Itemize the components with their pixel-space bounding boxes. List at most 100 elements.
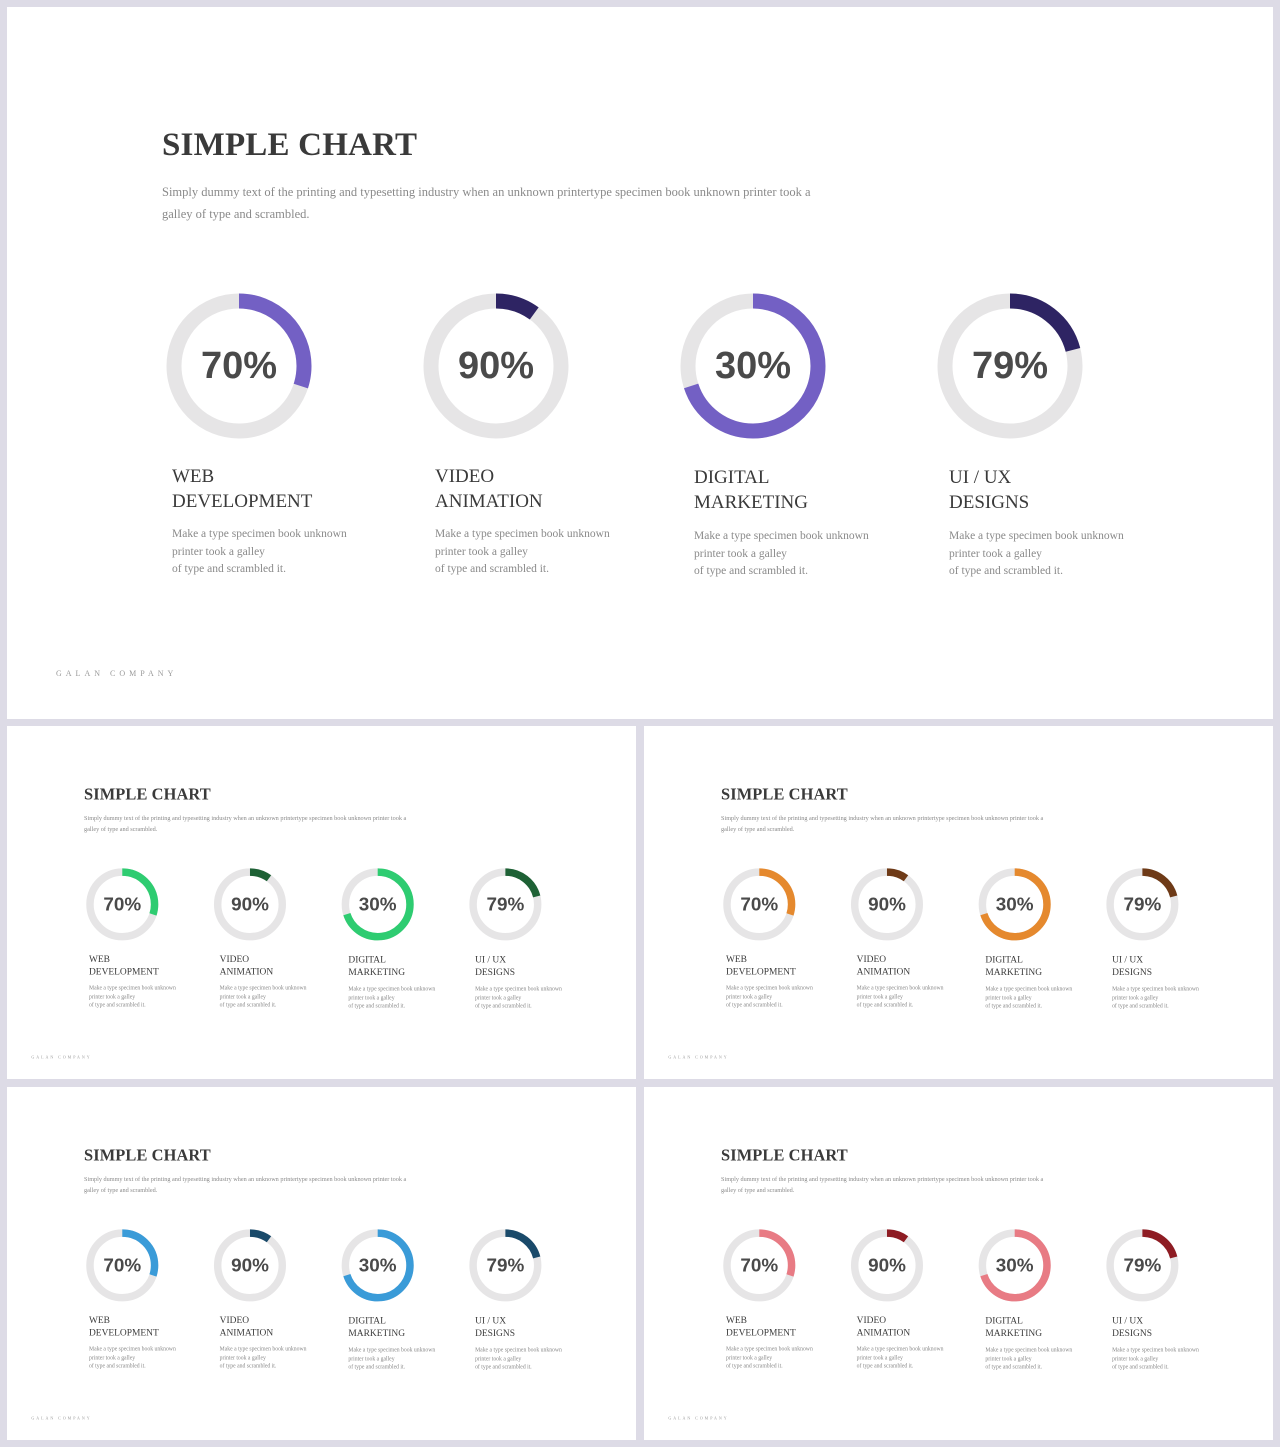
category-title: VIDEO ANIMATION <box>856 954 911 977</box>
slide-content: SIMPLE CHART Simply dummy text of the pri… <box>644 1087 1273 1440</box>
donut-arc <box>423 293 569 439</box>
subtitle: Simply dummy text of the printing and ty… <box>721 814 1044 833</box>
donut-svg <box>213 868 287 941</box>
category-description: Make a type specimen book unknown printe… <box>985 985 1073 1010</box>
category-description: Make a type specimen book unknown printe… <box>1112 1346 1199 1371</box>
donut-value-label: 90% <box>868 893 906 915</box>
donut-value-label: 79% <box>486 1254 525 1276</box>
donut-arc <box>469 1229 542 1302</box>
subtitle: Simply dummy text of the printing and ty… <box>162 185 811 221</box>
category-title: UI / UX DESIGNS <box>949 467 1030 513</box>
donut-svg <box>86 1229 159 1302</box>
donut-svg <box>937 293 1083 439</box>
page-title: SIMPLE CHART <box>721 1146 848 1165</box>
slide-content: SIMPLE CHART Simply dummy text of the pri… <box>7 726 636 1079</box>
category-description: Make a type specimen book unknown printe… <box>985 1346 1073 1371</box>
donut-value-label: 79% <box>486 893 525 915</box>
category-description: Make a type specimen book unknown printe… <box>219 984 307 1009</box>
donut-value-label: 79% <box>971 344 1049 387</box>
footer-brand: GALAN COMPANY <box>56 669 178 678</box>
donut-value-label: 30% <box>358 893 397 915</box>
donut-value-label: 90% <box>457 344 535 387</box>
donut-svg <box>86 868 159 941</box>
donut-value-label: 90% <box>231 1254 269 1276</box>
donut-chart: 30% <box>341 1229 415 1303</box>
donut-svg <box>1106 1229 1179 1302</box>
category-title: UI / UX DESIGNS <box>475 954 515 978</box>
page-title: SIMPLE CHART <box>84 1146 211 1165</box>
category-description: Make a type specimen book unknown printe… <box>88 984 176 1009</box>
donut-value-label: 70% <box>200 344 278 387</box>
category-description: Make a type specimen book unknown printe… <box>1112 985 1199 1010</box>
donut-svg <box>469 868 542 941</box>
donut-value-label: 30% <box>358 1254 397 1276</box>
category-title: WEB DEVELOPMENT <box>88 1315 159 1338</box>
donut-arc <box>850 1229 924 1302</box>
donut-value-label: 30% <box>995 1254 1034 1276</box>
donut-chart: 79% <box>469 1229 543 1303</box>
donut-svg <box>723 1229 796 1302</box>
category-title: VIDEO ANIMATION <box>435 466 543 512</box>
donut-value-label: 90% <box>231 893 269 915</box>
subtitle: Simply dummy text of the printing and ty… <box>84 1175 407 1194</box>
category-description: Make a type specimen book unknown printe… <box>219 1345 307 1370</box>
donut-svg <box>850 1229 924 1302</box>
category-description: Make a type specimen book unknown printe… <box>725 1345 813 1370</box>
donut-svg <box>166 293 312 439</box>
page-title: SIMPLE CHART <box>162 127 418 163</box>
donut-arc <box>213 868 287 941</box>
footer-brand: GALAN COMPANY <box>31 1415 92 1421</box>
donut-arc <box>850 868 924 941</box>
category-title: DIGITAL MARKETING <box>985 1315 1043 1339</box>
donut-arc <box>723 868 796 941</box>
donut-value-label: 70% <box>103 1254 142 1276</box>
donut-svg <box>978 868 1051 941</box>
donut-arc <box>341 1229 414 1302</box>
donut-value-label: 79% <box>1123 893 1162 915</box>
donut-chart: 30% <box>679 292 827 440</box>
category-description: Make a type specimen book unknown printe… <box>172 528 347 575</box>
category-description: Make a type specimen book unknown printe… <box>475 985 562 1010</box>
donut-svg <box>978 1229 1051 1302</box>
slide-green: SIMPLE CHART Simply dummy text of the pri… <box>7 726 636 1079</box>
donut-value-label: 70% <box>740 893 779 915</box>
category-title: WEB DEVELOPMENT <box>172 466 313 512</box>
donut-chart: 70% <box>86 1229 160 1303</box>
donut-svg <box>1106 868 1179 941</box>
donut-arc <box>937 293 1083 439</box>
donut-chart: 79% <box>1106 868 1180 942</box>
category-title: VIDEO ANIMATION <box>219 1315 274 1338</box>
donut-arc <box>723 1229 796 1302</box>
donut-arc <box>469 868 542 941</box>
category-description: Make a type specimen book unknown printe… <box>856 984 944 1009</box>
donut-value-label: 70% <box>103 893 142 915</box>
donut-svg <box>341 1229 414 1302</box>
donut-chart: 70% <box>86 868 160 942</box>
footer-brand: GALAN COMPANY <box>668 1415 729 1421</box>
donut-svg <box>341 868 414 941</box>
slide-orange: SIMPLE CHART Simply dummy text of the pri… <box>644 726 1273 1079</box>
page-title: SIMPLE CHART <box>721 785 848 804</box>
donut-svg <box>423 293 569 439</box>
category-description: Make a type specimen book unknown printe… <box>348 1346 436 1371</box>
donut-arc <box>166 293 312 439</box>
category-title: DIGITAL MARKETING <box>694 467 808 513</box>
donut-chart: 30% <box>978 868 1052 942</box>
category-title: VIDEO ANIMATION <box>856 1315 911 1338</box>
donut-arc <box>86 1229 159 1302</box>
category-description: Make a type specimen book unknown printe… <box>435 528 610 575</box>
donut-chart: 90% <box>213 868 287 942</box>
slide-blue: SIMPLE CHART Simply dummy text of the pri… <box>7 1087 636 1440</box>
donut-svg <box>469 1229 542 1302</box>
category-title: UI / UX DESIGNS <box>1112 1315 1152 1339</box>
donut-svg <box>723 868 796 941</box>
donut-arc <box>978 1229 1051 1302</box>
category-title: WEB DEVELOPMENT <box>725 1315 796 1338</box>
footer-brand: GALAN COMPANY <box>31 1054 92 1060</box>
donut-value-label: 70% <box>740 1254 779 1276</box>
category-description: Make a type specimen book unknown printe… <box>348 985 436 1010</box>
donut-arc <box>1106 1229 1179 1302</box>
donut-arc <box>213 1229 287 1302</box>
donut-chart: 90% <box>422 292 570 440</box>
slide-content: SIMPLE CHART Simply dummy text of the pri… <box>644 726 1273 1079</box>
